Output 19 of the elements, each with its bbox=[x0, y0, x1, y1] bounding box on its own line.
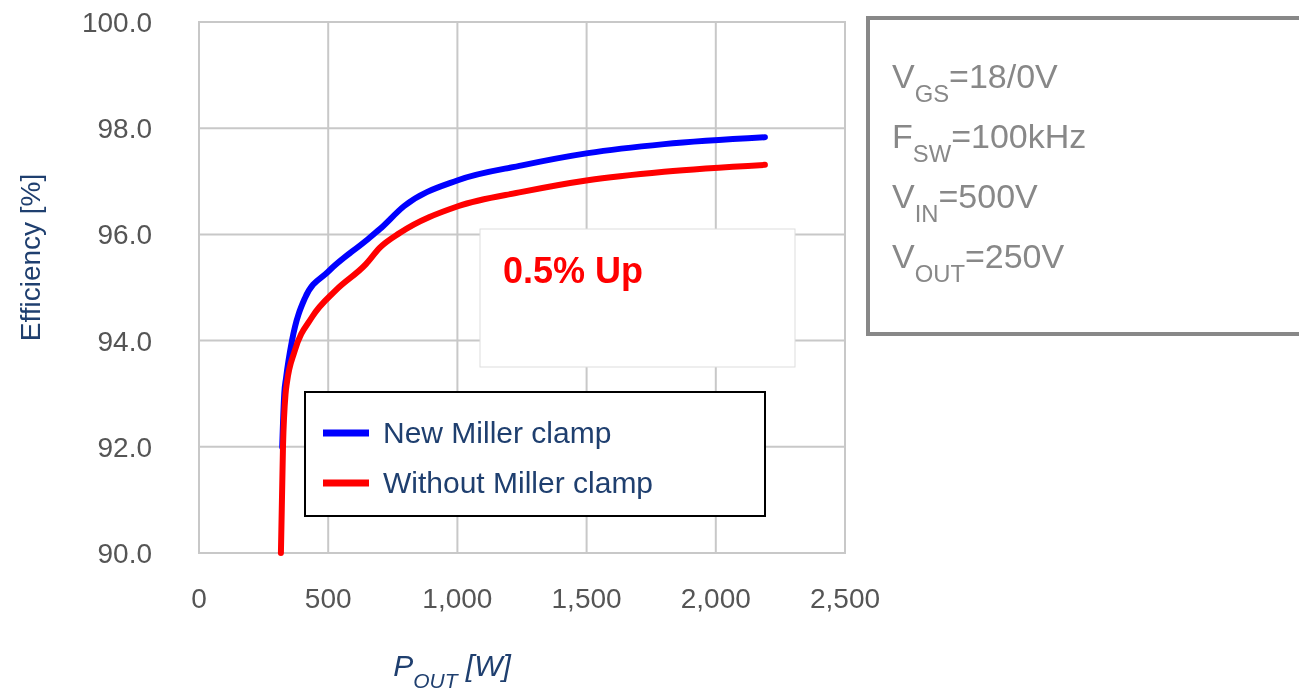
x-tick-label: 2,500 bbox=[809, 583, 881, 614]
x-tick-label: 0 bbox=[191, 583, 207, 614]
y-tick-label: 90.0 bbox=[97, 538, 152, 569]
y-tick-label: 96.0 bbox=[97, 219, 152, 251]
y-tick-label: 92.0 bbox=[97, 431, 152, 463]
x-tick-label: 1,000 bbox=[422, 583, 493, 614]
info-box: V$_{GS}$=18/0V F$_{SW}$=100kHz V$_{IN}$=500V V$_{OUT}$=250V bbox=[866, 16, 1299, 336]
y-tick-label: 98.0 bbox=[97, 113, 152, 145]
y-tick-label: 94.0 bbox=[97, 325, 152, 357]
legend-label: Without Miller clamp bbox=[383, 466, 654, 499]
callout-box: 0.5% Up bbox=[479, 228, 796, 368]
x-axis-title: P$_{OUT}$ [W] bbox=[393, 649, 512, 692]
x-tick-label: 2,000 bbox=[680, 583, 751, 614]
annotation: 0.5% Up bbox=[503, 250, 644, 291]
legend-label: New Miller clamp bbox=[383, 416, 612, 449]
y-axis-title: Efficiency [%] bbox=[15, 173, 46, 342]
x-tick-label: 500 bbox=[304, 583, 352, 614]
x-tick-label: 1,500 bbox=[551, 583, 622, 614]
y-tick-label: 100.0 bbox=[81, 7, 152, 38]
